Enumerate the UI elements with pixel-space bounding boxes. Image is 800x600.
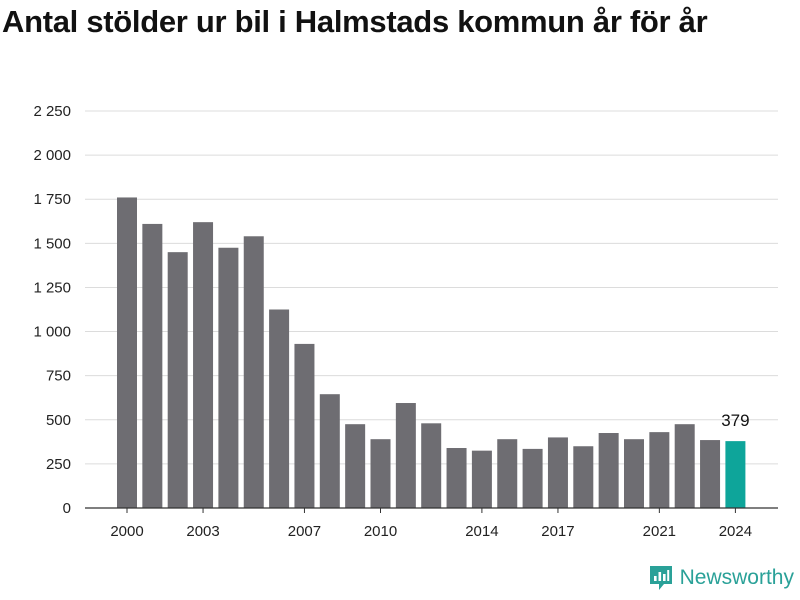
- brand-logo: Newsworthy: [648, 564, 794, 592]
- y-tick-label: 2 000: [33, 147, 71, 164]
- bar: [547, 437, 568, 508]
- bar: [497, 439, 518, 508]
- bar: [294, 343, 315, 508]
- y-tick-label: 2 250: [33, 103, 71, 120]
- bar: [598, 433, 619, 508]
- y-axis-ticks: 0 250 500 750 1 000 1 250 1 500 1 750 2 000 2 250: [33, 103, 71, 517]
- x-tick-label: 2024: [719, 523, 752, 540]
- y-tick-label: 1 250: [33, 279, 71, 296]
- bar: [446, 448, 467, 508]
- bar: [471, 450, 492, 508]
- gridlines: [85, 110, 778, 465]
- bar: [700, 440, 721, 508]
- bar: [142, 223, 163, 508]
- y-tick-label: 0: [63, 500, 71, 517]
- bar: [624, 439, 644, 508]
- x-tick-label: 2003: [186, 523, 219, 540]
- bar: [421, 423, 442, 508]
- bar: [269, 309, 290, 508]
- bar: [522, 448, 543, 508]
- value-annotation: 379: [721, 411, 749, 430]
- bar: [218, 247, 239, 508]
- bar: [649, 432, 670, 508]
- bar: [193, 222, 214, 508]
- y-tick-label: 500: [46, 412, 71, 429]
- x-axis-ticks: 2000 2003 2007 2010 2014 2017 2021 2024: [110, 508, 752, 540]
- newsworthy-logo-icon: [649, 566, 672, 590]
- bar: [167, 252, 188, 508]
- bar: [725, 441, 746, 508]
- brand-name: Newsworthy: [679, 566, 794, 589]
- bar: [117, 197, 137, 509]
- y-tick-label: 250: [46, 456, 71, 473]
- x-tick-label: 2000: [110, 523, 143, 540]
- x-tick-label: 2014: [465, 523, 498, 540]
- x-tick-label: 2010: [364, 523, 397, 540]
- bar: [319, 394, 340, 508]
- x-tick-label: 2021: [643, 523, 676, 540]
- chart-title: Antal stölder ur bil i Halmstads kommun …: [2, 4, 708, 39]
- bar: [345, 424, 366, 508]
- x-tick-label: 2007: [288, 523, 321, 540]
- bars: [117, 197, 746, 509]
- y-tick-label: 750: [46, 368, 71, 385]
- y-tick-label: 1 750: [33, 191, 71, 208]
- annotations: 379: [721, 411, 749, 430]
- bar: [370, 439, 391, 508]
- bar: [395, 403, 416, 508]
- bar: [243, 236, 264, 508]
- bar: [674, 424, 695, 508]
- x-tick-label: 2017: [541, 523, 574, 540]
- y-tick-label: 1 500: [33, 235, 71, 252]
- bar: [573, 446, 594, 508]
- y-tick-label: 1 000: [33, 324, 71, 341]
